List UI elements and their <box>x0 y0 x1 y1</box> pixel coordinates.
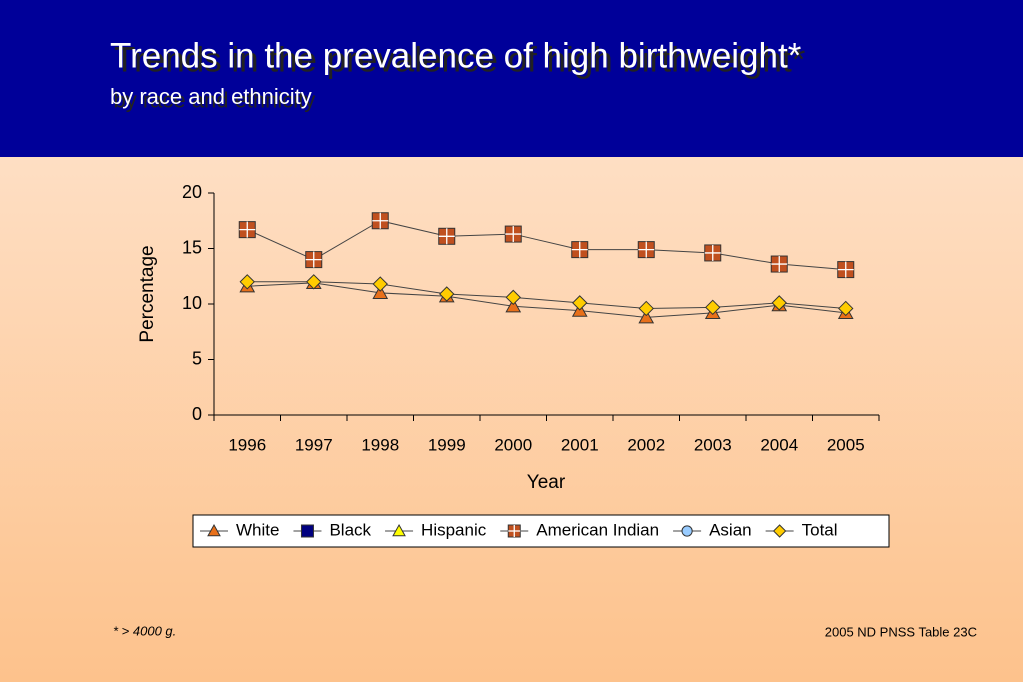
x-tick-label: 1998 <box>361 435 399 454</box>
data-point <box>572 295 588 311</box>
y-tick-label: 0 <box>192 404 202 424</box>
source: 2005 ND PNSS Table 23C <box>825 624 977 639</box>
data-point <box>771 295 787 311</box>
series-line <box>247 281 846 309</box>
x-tick-label: 1996 <box>228 435 266 454</box>
subtitle: by race and ethnicity <box>110 84 312 109</box>
series-line <box>247 282 846 318</box>
legend-label: White <box>236 520 279 539</box>
x-tick-label: 2004 <box>760 435 798 454</box>
data-point <box>439 286 455 302</box>
y-tick-label: 20 <box>182 182 202 202</box>
legend-marker <box>772 524 787 538</box>
x-tick-label: 2002 <box>627 435 665 454</box>
legend-label: Black <box>329 520 371 539</box>
title-shadow: Trends in the prevalence of high birthwe… <box>114 40 806 79</box>
y-tick-label: 10 <box>182 293 202 313</box>
data-point <box>705 299 721 316</box>
legend-label: Hispanic <box>421 520 487 539</box>
legend-marker <box>300 524 314 538</box>
data-point <box>505 289 521 306</box>
data-point <box>372 284 389 299</box>
data-point <box>239 274 255 290</box>
legend-marker <box>207 523 221 537</box>
data-point <box>638 300 654 317</box>
x-tick-label: 1999 <box>428 435 466 454</box>
y-axis-label: Percentage <box>137 245 158 342</box>
legend-marker <box>681 525 693 537</box>
x-tick-label: 2000 <box>494 435 532 454</box>
data-point <box>372 276 388 292</box>
series-line <box>247 220 846 271</box>
legend-marker <box>392 523 406 537</box>
footnote: * > 4000 g. <box>113 623 176 638</box>
legend-label: American Indian <box>536 520 659 539</box>
header-band <box>0 0 1023 157</box>
legend-label: Asian <box>709 520 752 539</box>
y-tick-label: 15 <box>182 237 202 257</box>
data-point <box>838 300 854 317</box>
data-point <box>638 309 655 324</box>
legend-label: Total <box>802 520 838 539</box>
subtitle-shadow: by race and ethnicity <box>114 87 316 112</box>
title: Trends in the prevalence of high birthwe… <box>110 36 802 75</box>
data-point <box>306 274 322 290</box>
x-tick-label: 2003 <box>694 435 732 454</box>
x-tick-label: 2001 <box>561 435 599 454</box>
data-point <box>505 298 522 313</box>
x-tick-label: 1997 <box>295 435 333 454</box>
x-axis-label: Year <box>527 472 566 493</box>
y-tick-label: 5 <box>192 348 202 368</box>
x-tick-label: 2005 <box>827 435 865 454</box>
